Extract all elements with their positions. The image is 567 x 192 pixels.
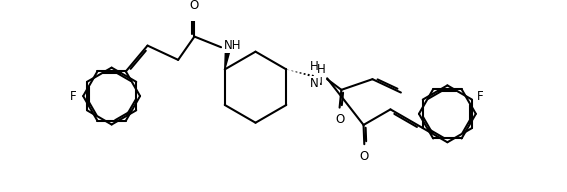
Polygon shape: [225, 47, 231, 70]
Text: F: F: [70, 89, 76, 103]
Text: H: H: [310, 60, 319, 73]
Text: O: O: [359, 150, 369, 162]
Text: NH: NH: [224, 39, 241, 52]
Text: O: O: [335, 113, 344, 126]
Text: N: N: [310, 77, 319, 89]
Text: N: N: [315, 77, 323, 87]
Text: O: O: [190, 0, 199, 12]
Text: NH: NH: [224, 39, 241, 52]
Text: H: H: [316, 63, 325, 76]
Text: F: F: [476, 90, 483, 103]
